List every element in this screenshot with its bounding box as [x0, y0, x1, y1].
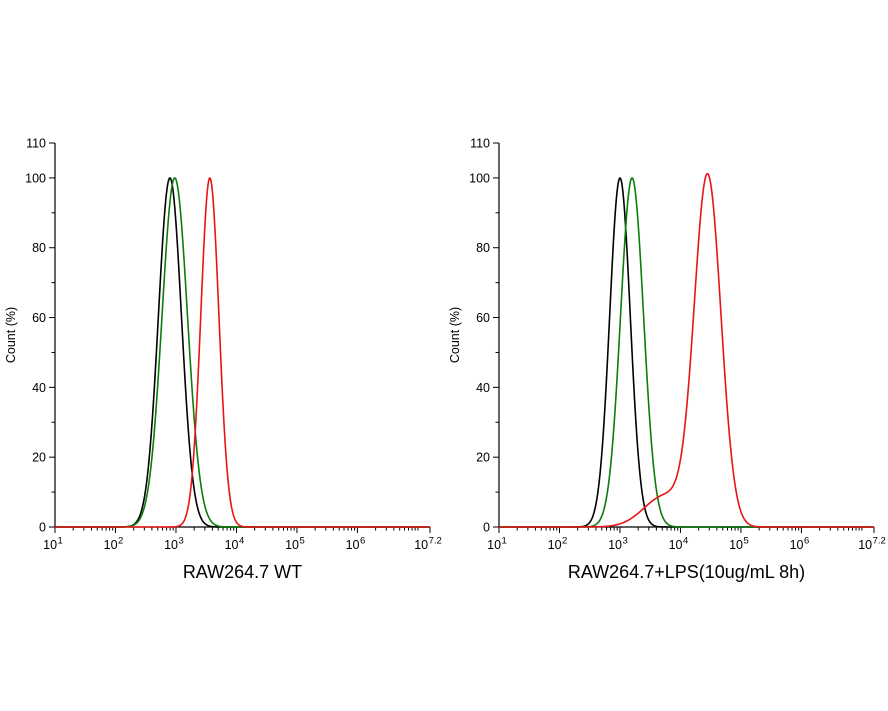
- flow-histogram-plot-lps: 0 20 40 60 80 100 110 101 102 103 104 105 106 107.2 Co…: [448, 137, 886, 553]
- red-histogram-curve: [54, 177, 431, 528]
- y-tick-label: 100: [469, 171, 490, 185]
- black-histogram-curve: [498, 177, 875, 528]
- green-histogram-curve: [498, 177, 875, 528]
- y-tick-label: 0: [483, 521, 490, 535]
- chart-title-lps: RAW264.7+LPS(10ug/mL 8h): [567, 562, 806, 582]
- x-tick-label: 103: [608, 536, 628, 553]
- y-tick-label: 40: [32, 381, 46, 395]
- x-tick-label: 107.2: [414, 536, 442, 553]
- x-tick-label: 101: [43, 536, 63, 553]
- green-histogram-curve: [54, 177, 431, 528]
- y-tick-label: 100: [25, 171, 46, 185]
- x-tick-label: 104: [225, 536, 245, 553]
- y-tick-label: 60: [32, 311, 46, 325]
- y-tick-label: 60: [476, 311, 490, 325]
- y-tick-label: 80: [476, 241, 490, 255]
- x-tick-label: 107.2: [858, 536, 886, 553]
- chart-title-wt: RAW264.7 WT: [182, 562, 303, 582]
- x-tick-label: 104: [669, 536, 689, 553]
- y-tick-label: 20: [476, 451, 490, 465]
- x-tick-label: 102: [548, 536, 568, 553]
- x-tick-label: 105: [285, 536, 305, 553]
- x-tick-label: 105: [729, 536, 749, 553]
- y-tick-label: 110: [26, 137, 46, 151]
- y-tick-label: 110: [470, 137, 490, 151]
- chart-panel-lps: 0 20 40 60 80 100 110 101 102 103 104 105 106 107.2 Co…: [444, 0, 888, 711]
- red-histogram-curve: [498, 172, 875, 528]
- x-tick-label: 101: [487, 536, 507, 553]
- x-tick-label: 102: [104, 536, 124, 553]
- y-tick-label: 20: [32, 451, 46, 465]
- y-axis-label: Count (%): [448, 307, 462, 363]
- y-tick-label: 80: [32, 241, 46, 255]
- black-histogram-curve: [54, 177, 431, 528]
- x-tick-label: 106: [346, 536, 366, 553]
- y-axis-label: Count (%): [4, 307, 18, 363]
- flow-histogram-plot-wt: 0 20 40 60 80 100 110 101 102 103 104 105 106 107.2 Co…: [4, 137, 442, 553]
- chart-panel-wt: 0 20 40 60 80 100 110 101 102 103 104 105 106 107.2 Co…: [4, 137, 442, 583]
- x-tick-label: 103: [164, 536, 184, 553]
- y-tick-label: 0: [39, 521, 46, 535]
- y-tick-label: 40: [476, 381, 490, 395]
- x-tick-label: 106: [790, 536, 810, 553]
